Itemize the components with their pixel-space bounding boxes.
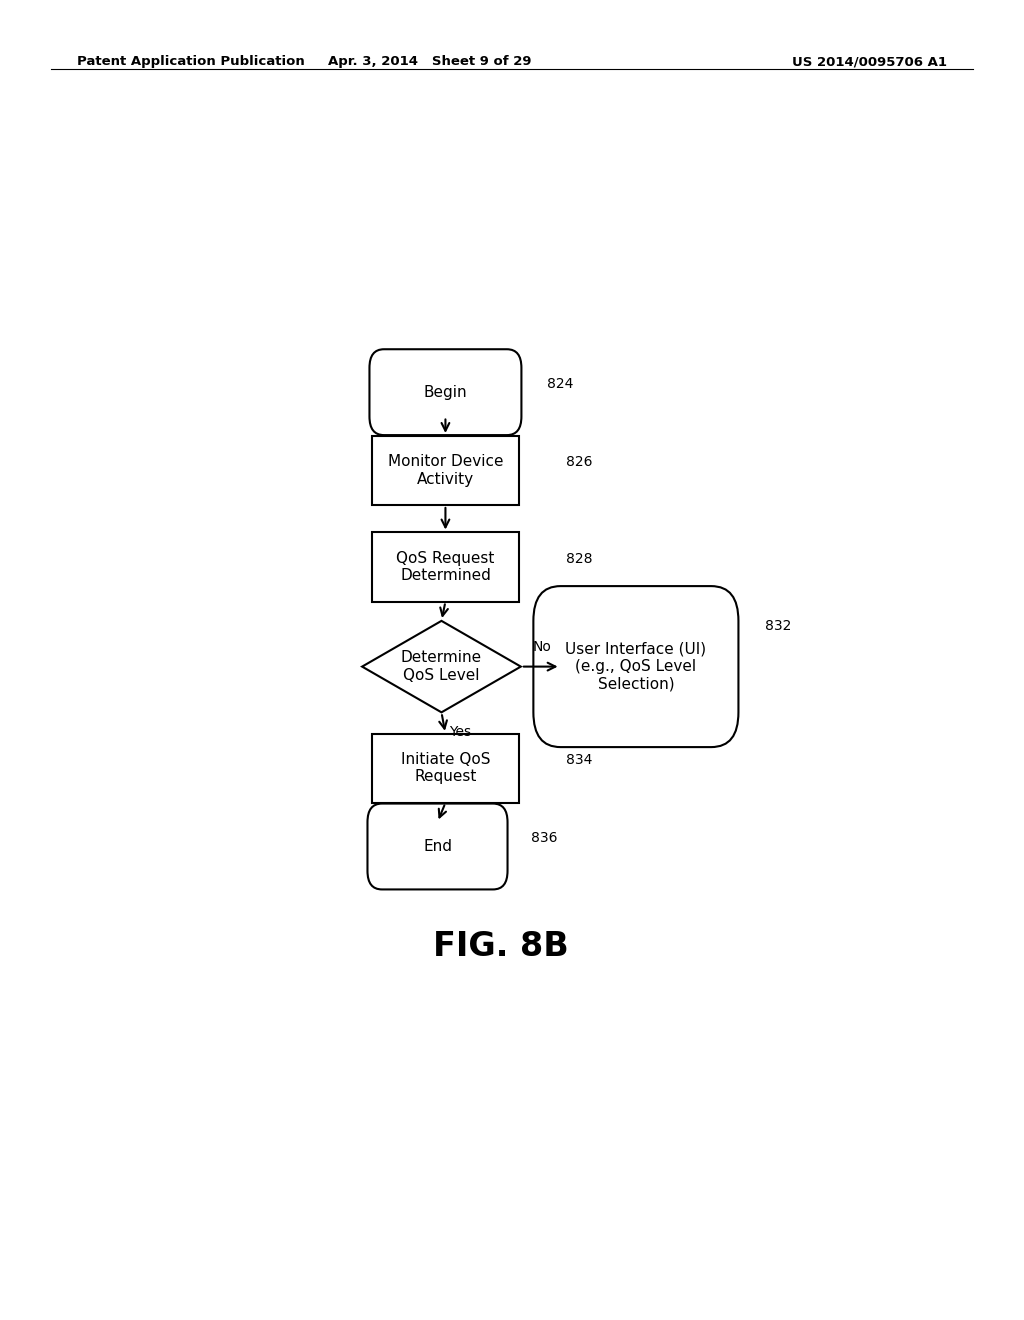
Text: 824: 824 <box>547 378 573 391</box>
Text: Begin: Begin <box>424 384 467 400</box>
Bar <box>372 436 519 506</box>
Text: No: No <box>532 640 552 655</box>
Text: 826: 826 <box>566 455 593 470</box>
Text: 828: 828 <box>566 552 593 566</box>
Text: Yes: Yes <box>450 725 471 738</box>
Text: FIG. 8B: FIG. 8B <box>433 929 569 962</box>
Text: Monitor Device
Activity: Monitor Device Activity <box>388 454 503 487</box>
Text: Initiate QoS
Request: Initiate QoS Request <box>400 752 490 784</box>
Text: User Interface (UI)
(e.g., QoS Level
Selection): User Interface (UI) (e.g., QoS Level Sel… <box>565 642 707 692</box>
Text: Apr. 3, 2014   Sheet 9 of 29: Apr. 3, 2014 Sheet 9 of 29 <box>329 55 531 69</box>
Text: 832: 832 <box>765 619 792 634</box>
Bar <box>372 734 519 803</box>
FancyBboxPatch shape <box>370 350 521 436</box>
FancyBboxPatch shape <box>534 586 738 747</box>
Text: 836: 836 <box>531 832 558 845</box>
Text: Determine
QoS Level: Determine QoS Level <box>401 651 482 682</box>
FancyBboxPatch shape <box>368 804 508 890</box>
Text: Patent Application Publication: Patent Application Publication <box>77 55 304 69</box>
Text: US 2014/0095706 A1: US 2014/0095706 A1 <box>793 55 947 69</box>
Polygon shape <box>362 620 521 713</box>
Text: QoS Request
Determined: QoS Request Determined <box>396 550 495 583</box>
Text: 830: 830 <box>567 620 593 635</box>
Text: 834: 834 <box>566 754 593 767</box>
Bar <box>372 532 519 602</box>
Text: End: End <box>423 840 452 854</box>
